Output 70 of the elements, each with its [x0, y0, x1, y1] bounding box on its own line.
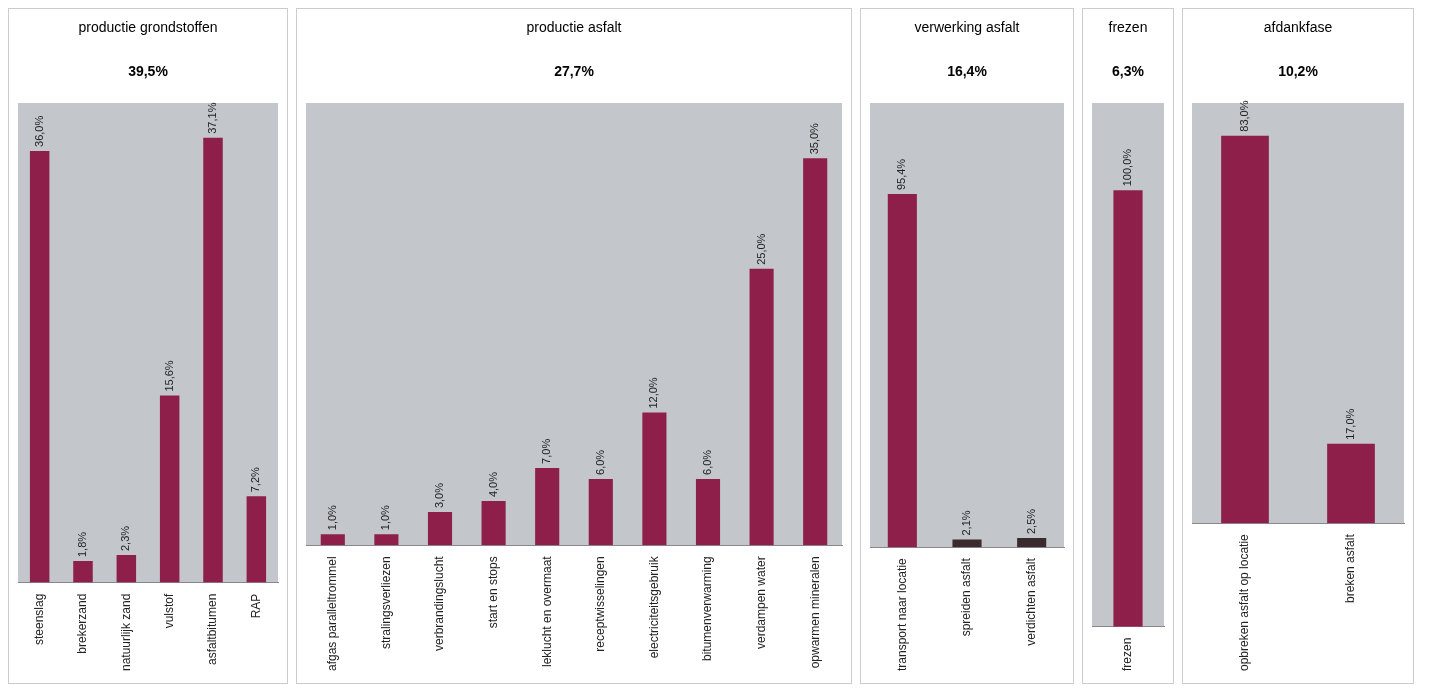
data-label: 4,0%: [486, 471, 499, 498]
data-label: 95,4%: [895, 158, 908, 191]
x-tick-label: afgas paralleltrommel: [325, 556, 340, 671]
data-label: 35,0%: [808, 122, 821, 155]
data-label: 15,6%: [162, 360, 175, 392]
data-label: 25,0%: [754, 233, 767, 265]
bar: [320, 534, 345, 546]
x-tick-label: start en stops: [485, 556, 500, 629]
data-label: 2,3%: [119, 525, 132, 552]
bar: [481, 501, 506, 546]
data-label: 17,0%: [1344, 408, 1357, 440]
x-tick-label: natuurlijk zand: [118, 593, 133, 672]
x-tick-label: stralingsverliezen: [378, 556, 393, 649]
data-label: 1,8%: [76, 531, 89, 558]
data-label: 12,0%: [647, 377, 660, 409]
bar: [749, 268, 774, 546]
chart-subtitle: 16,4%: [947, 63, 987, 79]
data-label: 100,0%: [1121, 148, 1134, 187]
x-tick-label: bitumenverwarming: [700, 556, 715, 661]
chart-subtitle: 27,7%: [554, 63, 594, 79]
chart-title: verwerking asfalt: [914, 19, 1020, 35]
bar: [203, 137, 223, 583]
bar: [29, 150, 50, 583]
bar: [246, 496, 267, 583]
data-label: 6,0%: [593, 449, 606, 475]
chart-title: afdankfase: [1263, 19, 1333, 35]
data-label: 2,5%: [1024, 508, 1037, 535]
x-tick-label: steenslag: [31, 593, 46, 645]
data-label: 36,0%: [32, 115, 45, 147]
bar: [588, 478, 613, 546]
data-label: 1,0%: [379, 504, 392, 531]
chart-subtitle: 6,3%: [1112, 63, 1144, 79]
data-label: 7,0%: [540, 438, 553, 464]
x-tick-label: verbrandingslucht: [432, 555, 447, 652]
bar: [374, 534, 399, 546]
chart-title: productie grondstoffen: [78, 19, 218, 35]
x-tick-label: breken asfalt: [1343, 533, 1358, 603]
data-label: 3,0%: [433, 482, 446, 509]
x-tick-label: frezen: [1120, 637, 1135, 672]
bar: [159, 395, 180, 583]
chart-subtitle: 39,5%: [128, 63, 168, 79]
data-label: 6,0%: [701, 449, 714, 475]
bar: [535, 467, 560, 546]
x-tick-label: vulstof: [161, 592, 176, 629]
bar: [642, 412, 667, 546]
x-tick-label: opbreken asfalt op locatie: [1237, 533, 1252, 672]
chart-subtitle: 10,2%: [1278, 63, 1318, 79]
chart-title: frezen: [1108, 19, 1148, 35]
data-label: 1,0%: [325, 504, 338, 531]
x-tick-label: RAP: [248, 593, 263, 619]
data-label: 7,2%: [249, 467, 262, 493]
bar: [803, 158, 828, 546]
x-tick-label: electriciteitsgebruik: [646, 555, 661, 659]
x-tick-label: spreiden asfalt: [959, 557, 974, 637]
data-label: 2,1%: [960, 510, 973, 536]
bar: [695, 478, 721, 546]
x-tick-label: asfaltbitumen: [205, 593, 220, 665]
x-tick-label: leklucht en overmaat: [539, 555, 554, 668]
x-tick-label: transport naar locatie: [894, 557, 909, 672]
data-label: 37,1%: [206, 102, 219, 134]
data-label: 83,0%: [1238, 100, 1251, 132]
bar: [116, 555, 137, 583]
x-tick-label: opwarmen mineralen: [807, 556, 822, 669]
x-tick-label: receptwisselingen: [593, 556, 608, 652]
bar: [73, 561, 93, 583]
bar: [427, 512, 453, 546]
x-tick-label: verdichten asfalt: [1023, 557, 1038, 646]
x-tick-label: brekerzand: [75, 593, 90, 654]
chart-title: productie asfalt: [526, 19, 622, 35]
x-tick-label: verdampen water: [753, 556, 768, 649]
